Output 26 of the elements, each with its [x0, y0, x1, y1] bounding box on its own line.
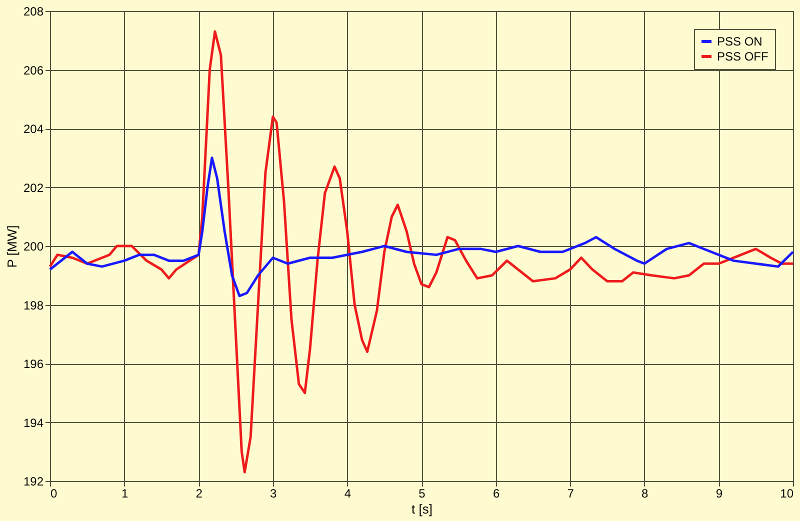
x-tick-label: 8 — [642, 486, 649, 500]
legend-label: PSS ON — [717, 34, 762, 48]
x-tick-label: 1 — [121, 486, 128, 500]
y-tick-label: 198 — [23, 298, 44, 312]
y-axis-title: P [MW] — [4, 225, 20, 268]
x-tick-label: 2 — [196, 486, 203, 500]
y-tick-label: 204 — [23, 122, 44, 136]
y-tick-label: 206 — [23, 63, 44, 78]
x-tick-label: 3 — [270, 486, 278, 500]
x-tick-label: 7 — [567, 486, 574, 500]
y-tick-label: 200 — [23, 240, 44, 254]
x-tick-label: 10 — [780, 486, 794, 500]
legend-label: PSS OFF — [717, 50, 768, 64]
y-tick-label: 192 — [23, 474, 44, 488]
x-tick-label: 0 — [50, 486, 58, 500]
line-series — [48, 156, 794, 298]
x-tick-label: 5 — [418, 486, 426, 500]
y-tick-label: 202 — [23, 180, 44, 195]
line-series — [48, 30, 794, 474]
x-tick-label: 9 — [716, 486, 723, 500]
x-axis-title: t [s] — [412, 502, 432, 516]
x-tick-label: 6 — [492, 486, 500, 500]
y-tick-label: 194 — [23, 416, 44, 430]
y-tick-label: 208 — [23, 4, 44, 18]
y-tick-label: 196 — [23, 357, 44, 371]
x-tick-label: 4 — [344, 486, 352, 500]
